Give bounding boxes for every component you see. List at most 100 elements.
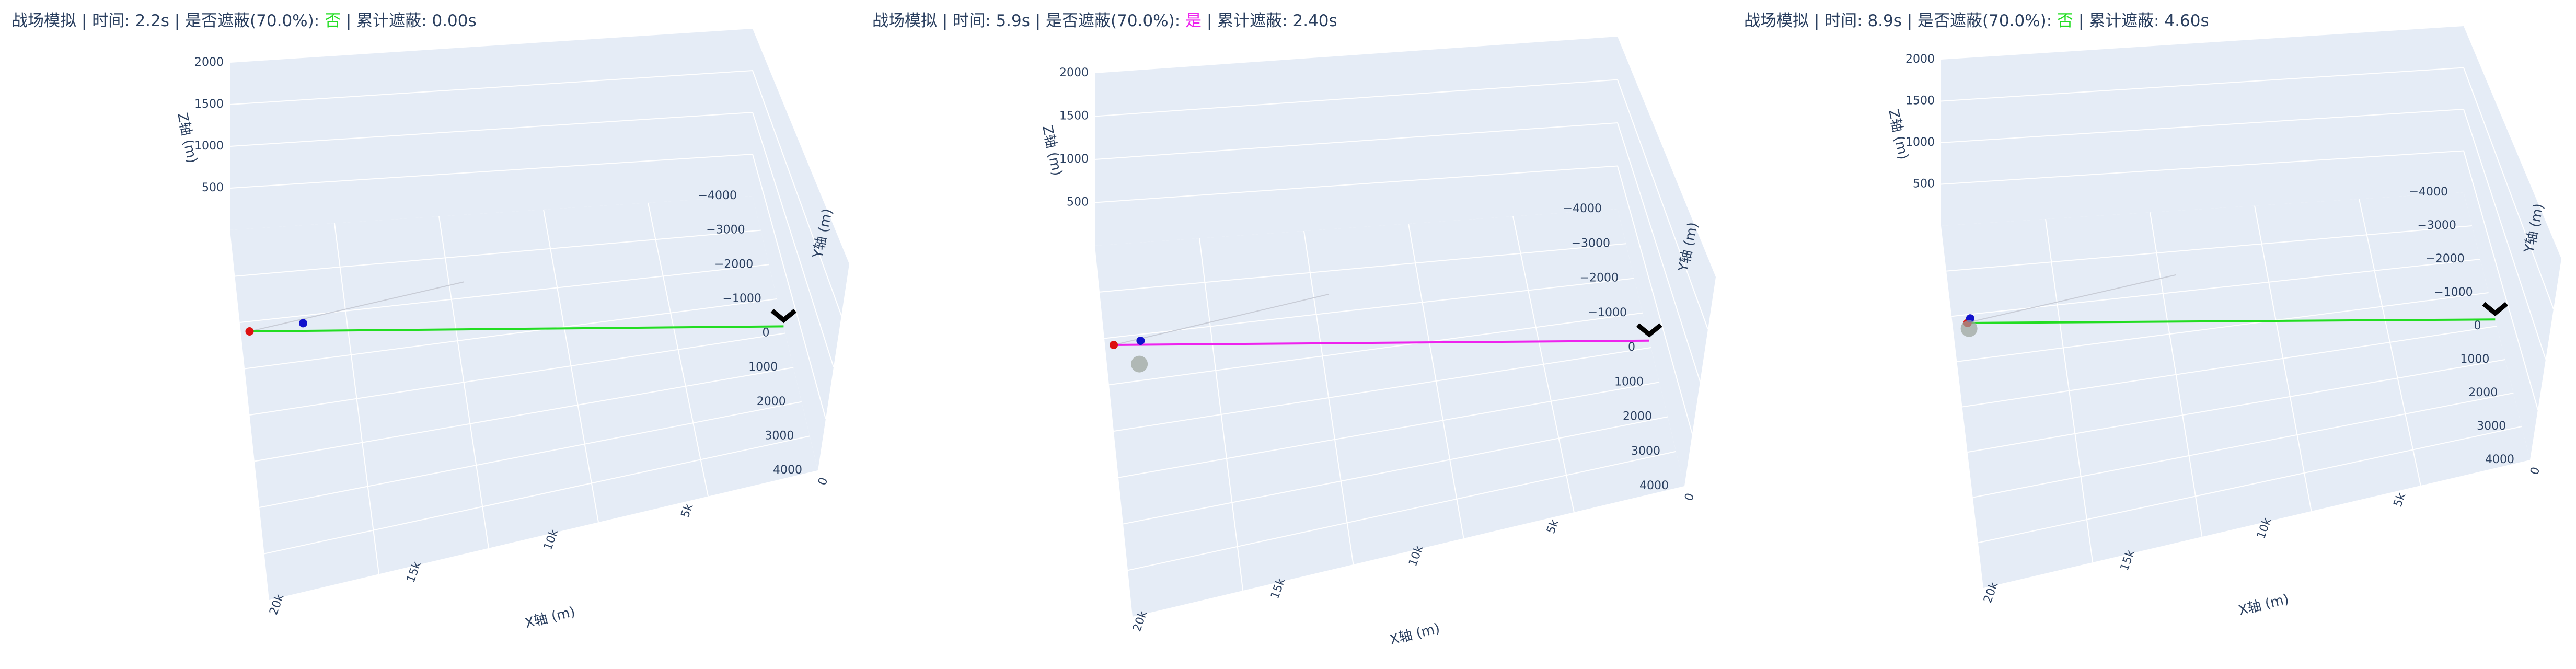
grid-line: [235, 229, 761, 277]
grid-line: [1104, 278, 1635, 339]
y-tick-label: −3000: [706, 224, 745, 237]
floor-pane: [1941, 192, 2530, 588]
z-tick-label: 500: [202, 181, 224, 194]
z-tick-label: 1500: [194, 98, 224, 111]
y-tick-label: −1000: [2434, 286, 2473, 299]
grid-line: [254, 367, 794, 462]
z-tick-label: 1500: [1905, 95, 1935, 108]
grid-line: [229, 111, 834, 367]
z-tick-label: 1000: [1905, 136, 1935, 149]
z-axis-title: Z轴 (m): [1039, 124, 1065, 177]
y-tick-label: 0: [763, 327, 770, 340]
y-tick-label: 2000: [1623, 410, 1652, 423]
grid-line: [1108, 312, 1643, 386]
y-tick-label: 1000: [1614, 375, 1644, 388]
title-prefix: 战场模拟 | 时间: 5.9s | 是否遮蔽(70.0%):: [872, 11, 1186, 30]
panel-3: 战场模拟 | 时间: 8.9s | 是否遮蔽(70.0%): 否 | 累计遮蔽:…: [1717, 0, 2576, 669]
drone-marker: [299, 319, 307, 328]
chart-title: 战场模拟 | 时间: 5.9s | 是否遮蔽(70.0%): 是 | 累计遮蔽:…: [872, 7, 1337, 31]
x-tick-label: 0: [1682, 491, 1697, 503]
scene-3d[interactable]: 05k10k15k20k−4000−3000−2000−100001000200…: [859, 0, 1717, 669]
grid-line: [1978, 426, 2522, 544]
y-tick-label: 3000: [1631, 445, 1660, 458]
grid-line: [1123, 416, 1668, 525]
panel-1: 战场模拟 | 时间: 2.2s | 是否遮蔽(70.0%): 否 | 累计遮蔽:…: [0, 0, 859, 669]
line-of-sight: [249, 325, 784, 332]
grid-line: [264, 435, 810, 555]
grid-line: [1962, 326, 2497, 408]
y-tick-label: 1000: [2460, 353, 2489, 366]
y-tick-label: 4000: [773, 464, 802, 477]
y-tick-label: 0: [1628, 341, 1635, 354]
floor-pane: [1095, 209, 1684, 617]
missile-marker: [245, 327, 254, 336]
line-of-sight: [1113, 339, 1649, 346]
occluded-value: 否: [325, 11, 341, 30]
title-suffix: | 累计遮蔽: 4.60s: [2073, 11, 2209, 30]
title-prefix: 战场模拟 | 时间: 2.2s | 是否遮蔽(70.0%):: [11, 11, 325, 30]
y-tick-label: −2000: [2425, 252, 2464, 266]
x-tick-label: 5k: [2392, 491, 2409, 509]
z-tick-label: 2000: [1905, 53, 1935, 66]
grid-line: [1113, 347, 1651, 432]
x-tick-label: 0: [816, 476, 830, 487]
right-wall-pane: [753, 29, 849, 470]
grid-line: [1094, 79, 1708, 330]
y-tick-label: −4000: [1563, 202, 1602, 215]
y-tick-label: 3000: [765, 429, 794, 442]
trajectory-line: [1962, 274, 2176, 325]
x-tick-label: 0: [2528, 465, 2543, 477]
y-tick-label: 2000: [2468, 386, 2498, 399]
scene-3d[interactable]: 05k10k15k20k−4000−3000−2000−100001000200…: [0, 0, 859, 669]
z-axis-title: Z轴 (m): [174, 111, 200, 165]
z-tick-label: 1000: [1059, 153, 1089, 166]
z-tick-label: 2000: [194, 56, 224, 69]
y-tick-label: 3000: [2477, 420, 2506, 433]
grid-line: [249, 332, 785, 416]
grid-line: [1094, 122, 1701, 382]
grid-line: [1972, 393, 2514, 498]
chart-title: 战场模拟 | 时间: 2.2s | 是否遮蔽(70.0%): 否 | 累计遮蔽:…: [11, 7, 477, 31]
y-tick-label: −4000: [698, 189, 737, 202]
grid-line: [1099, 243, 1626, 293]
floor-pane: [230, 196, 818, 600]
y-tick-label: −2000: [1580, 272, 1619, 285]
grid-line: [1118, 382, 1660, 478]
x-tick-label: 5k: [679, 502, 696, 520]
grid-line: [1967, 359, 2505, 453]
y-tick-label: 2000: [757, 395, 786, 408]
grid-line: [1940, 108, 2546, 360]
scene-3d[interactable]: 05k10k15k20k−4000−3000−2000−100001000200…: [1717, 0, 2576, 669]
y-tick-label: −4000: [2409, 186, 2448, 199]
grid-line: [229, 70, 842, 316]
title-suffix: | 累计遮蔽: 2.40s: [1202, 11, 1337, 30]
chart-title: 战场模拟 | 时间: 8.9s | 是否遮蔽(70.0%): 否 | 累计遮蔽:…: [1744, 7, 2209, 31]
missile-marker: [1110, 341, 1118, 349]
grid-line: [1957, 292, 2489, 362]
z-tick-label: 1000: [194, 140, 224, 153]
grid-line: [244, 298, 778, 370]
y-tick-label: 4000: [2485, 453, 2514, 466]
smoke-cloud-marker: [1960, 320, 1978, 337]
trajectory-line: [1113, 294, 1329, 345]
occluded-value: 是: [1185, 11, 1202, 30]
z-tick-label: 500: [1067, 196, 1089, 209]
grid-line: [1951, 259, 2480, 317]
panel-2: 战场模拟 | 时间: 5.9s | 是否遮蔽(70.0%): 是 | 累计遮蔽:…: [859, 0, 1717, 669]
y-tick-label: 1000: [748, 361, 778, 374]
y-tick-label: 4000: [1639, 479, 1669, 492]
grid-line: [1127, 451, 1677, 571]
y-tick-label: −3000: [1572, 237, 1610, 250]
z-tick-label: 500: [1913, 178, 1935, 191]
y-tick-label: −1000: [722, 292, 761, 305]
target-marker: [2482, 302, 2509, 317]
grid-line: [1940, 150, 2538, 410]
trajectory-line: [249, 281, 464, 332]
y-tick-label: −3000: [2417, 219, 2456, 232]
x-tick-label: 5k: [1544, 518, 1562, 536]
target-marker: [770, 308, 797, 324]
occluded-value: 否: [2057, 11, 2074, 30]
x-axis-title: X轴 (m): [2237, 591, 2290, 619]
target-marker: [1636, 323, 1662, 338]
grid-line: [1946, 225, 2472, 272]
